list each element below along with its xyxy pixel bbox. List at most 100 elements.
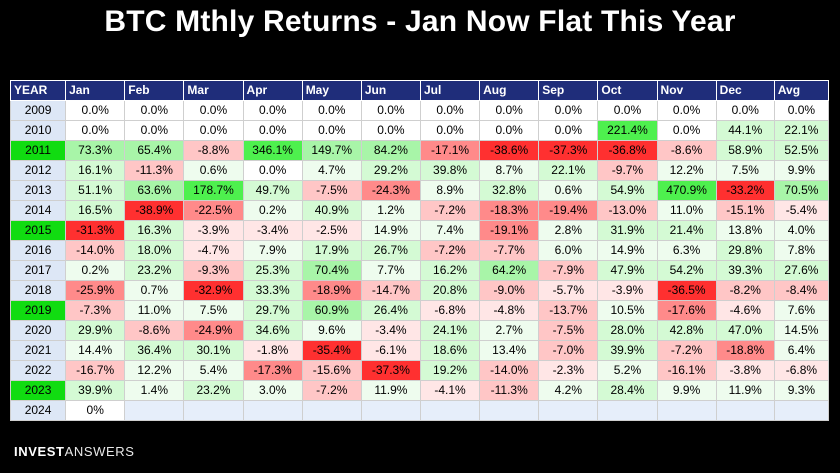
return-cell: -8.8%: [183, 140, 244, 161]
return-cell: 49.7%: [242, 180, 303, 201]
return-cell: 0.0%: [124, 120, 185, 141]
year-cell: 2020: [9, 320, 67, 341]
brand-light: ANSWERS: [64, 444, 135, 459]
return-cell: 14.9%: [597, 240, 658, 261]
return-cell: 2.8%: [538, 220, 599, 241]
return-cell: -14.0%: [65, 240, 126, 261]
return-cell: 5.4%: [183, 360, 244, 381]
return-cell: -11.3%: [124, 160, 185, 181]
table-row: 2012 16.1% -11.3% 0.6% 0.0% 4.7% 29.2% 39.8% 8.7…: [9, 160, 830, 181]
return-cell: -15.1%: [715, 200, 775, 221]
returns-table-container: YEAR Jan Feb Mar Apr May Jun Jul Aug Sep Oct Nov Dec…: [9, 80, 830, 421]
return-cell: 29.7%: [242, 300, 303, 321]
return-cell: 0.2%: [242, 200, 303, 221]
table-row: 2022 -16.7% 12.2% 5.4% -17.3% -15.6% -37.3% 19.…: [9, 360, 830, 381]
return-cell: -8.6%: [656, 140, 717, 161]
return-cell: -4.1%: [419, 380, 481, 401]
return-cell: -16.1%: [656, 360, 717, 381]
year-cell: 2022: [9, 360, 67, 381]
return-cell: 31.9%: [597, 220, 658, 241]
return-cell: 29.9%: [65, 320, 126, 341]
year-cell: 2009: [9, 100, 67, 121]
return-cell: -38.6%: [479, 140, 540, 161]
return-cell: -7.2%: [656, 340, 717, 361]
column-header-may: May: [301, 80, 362, 101]
return-cell: 7.4%: [419, 220, 481, 241]
return-cell: -7.5%: [301, 180, 362, 201]
return-cell: 0.0%: [242, 160, 303, 181]
return-cell: 4.7%: [301, 160, 362, 181]
return-cell: -4.8%: [479, 300, 540, 321]
return-cell: -9.0%: [479, 280, 540, 301]
return-cell: 16.3%: [124, 220, 185, 241]
return-cell: 9.3%: [773, 380, 830, 401]
return-cell: -7.9%: [538, 260, 599, 281]
return-cell: 3.0%: [242, 380, 303, 401]
return-cell: 8.7%: [479, 160, 540, 181]
return-cell: 44.1%: [715, 120, 775, 141]
return-cell: 28.4%: [597, 380, 658, 401]
column-header-sep: Sep: [538, 80, 599, 101]
return-cell: 39.9%: [65, 380, 126, 401]
return-cell: 18.0%: [124, 240, 185, 261]
column-header-dec: Dec: [715, 80, 775, 101]
return-cell: -24.9%: [183, 320, 244, 341]
return-cell: -3.9%: [183, 220, 244, 241]
table-body: 2009 0.0% 0.0% 0.0% 0.0% 0.0% 0.0% 0.0% 0.0% 0.0%…: [9, 100, 830, 421]
year-cell: 2010: [9, 120, 67, 141]
return-cell: 5.2%: [597, 360, 658, 381]
return-cell: 19.2%: [419, 360, 481, 381]
empty-cell: [538, 400, 599, 421]
return-cell: 0.0%: [124, 100, 185, 121]
column-header-avg: Avg: [773, 80, 830, 101]
return-cell: 0.0%: [656, 100, 717, 121]
column-header-oct: Oct: [597, 80, 658, 101]
return-cell: 73.3%: [65, 140, 126, 161]
year-cell: 2021: [9, 340, 67, 361]
return-cell: -3.9%: [597, 280, 658, 301]
table-row: 2016 -14.0% 18.0% -4.7% 7.9% 17.9% 26.7% -7.2% -…: [9, 240, 830, 261]
empty-cell: [479, 400, 540, 421]
return-cell: 0.0%: [479, 100, 540, 121]
year-cell: 2012: [9, 160, 67, 181]
return-cell: -24.3%: [360, 180, 421, 201]
return-cell: -4.7%: [183, 240, 244, 261]
return-cell: -13.7%: [538, 300, 599, 321]
return-cell: -6.8%: [773, 360, 830, 381]
return-cell: -5.7%: [538, 280, 599, 301]
return-cell: -37.3%: [360, 360, 421, 381]
return-cell: -37.3%: [538, 140, 599, 161]
return-cell: 22.1%: [773, 120, 830, 141]
return-cell: 14.4%: [65, 340, 126, 361]
return-cell: -16.7%: [65, 360, 126, 381]
return-cell: 0.0%: [242, 100, 303, 121]
year-cell: 2013: [9, 180, 67, 201]
table-header-row: YEAR Jan Feb Mar Apr May Jun Jul Aug Sep Oct Nov Dec…: [9, 80, 830, 101]
table-row: 2015 -31.3% 16.3% -3.9% -3.4% -2.5% 14.9% 7.4% -…: [9, 220, 830, 241]
return-cell: 0.0%: [419, 100, 481, 121]
return-cell: 26.7%: [360, 240, 421, 261]
return-cell: 6.4%: [773, 340, 830, 361]
return-cell: 0.7%: [124, 280, 185, 301]
return-cell: 7.8%: [773, 240, 830, 261]
return-cell: 11.9%: [715, 380, 775, 401]
return-cell: 7.9%: [242, 240, 303, 261]
return-cell: 0.0%: [597, 100, 658, 121]
return-cell: 0.0%: [538, 120, 599, 141]
return-cell: 13.4%: [479, 340, 540, 361]
return-cell: 0.0%: [301, 120, 362, 141]
return-cell: 9.6%: [301, 320, 362, 341]
return-cell: -35.4%: [301, 340, 362, 361]
table-row: 2010 0.0% 0.0% 0.0% 0.0% 0.0% 0.0% 0.0% 0.0% 0.0%…: [9, 120, 830, 141]
return-cell: 0.0%: [65, 120, 126, 141]
table-row: 2011 73.3% 65.4% -8.8% 346.1% 149.7% 84.2% -17.…: [9, 140, 830, 161]
return-cell: -18.8%: [715, 340, 775, 361]
return-cell: 0.0%: [656, 120, 717, 141]
return-cell: -19.1%: [479, 220, 540, 241]
empty-cell: [301, 400, 362, 421]
return-cell: 23.2%: [183, 380, 244, 401]
return-cell: -3.8%: [715, 360, 775, 381]
return-cell: 14.5%: [773, 320, 830, 341]
return-cell: -15.6%: [301, 360, 362, 381]
return-cell: 346.1%: [242, 140, 303, 161]
